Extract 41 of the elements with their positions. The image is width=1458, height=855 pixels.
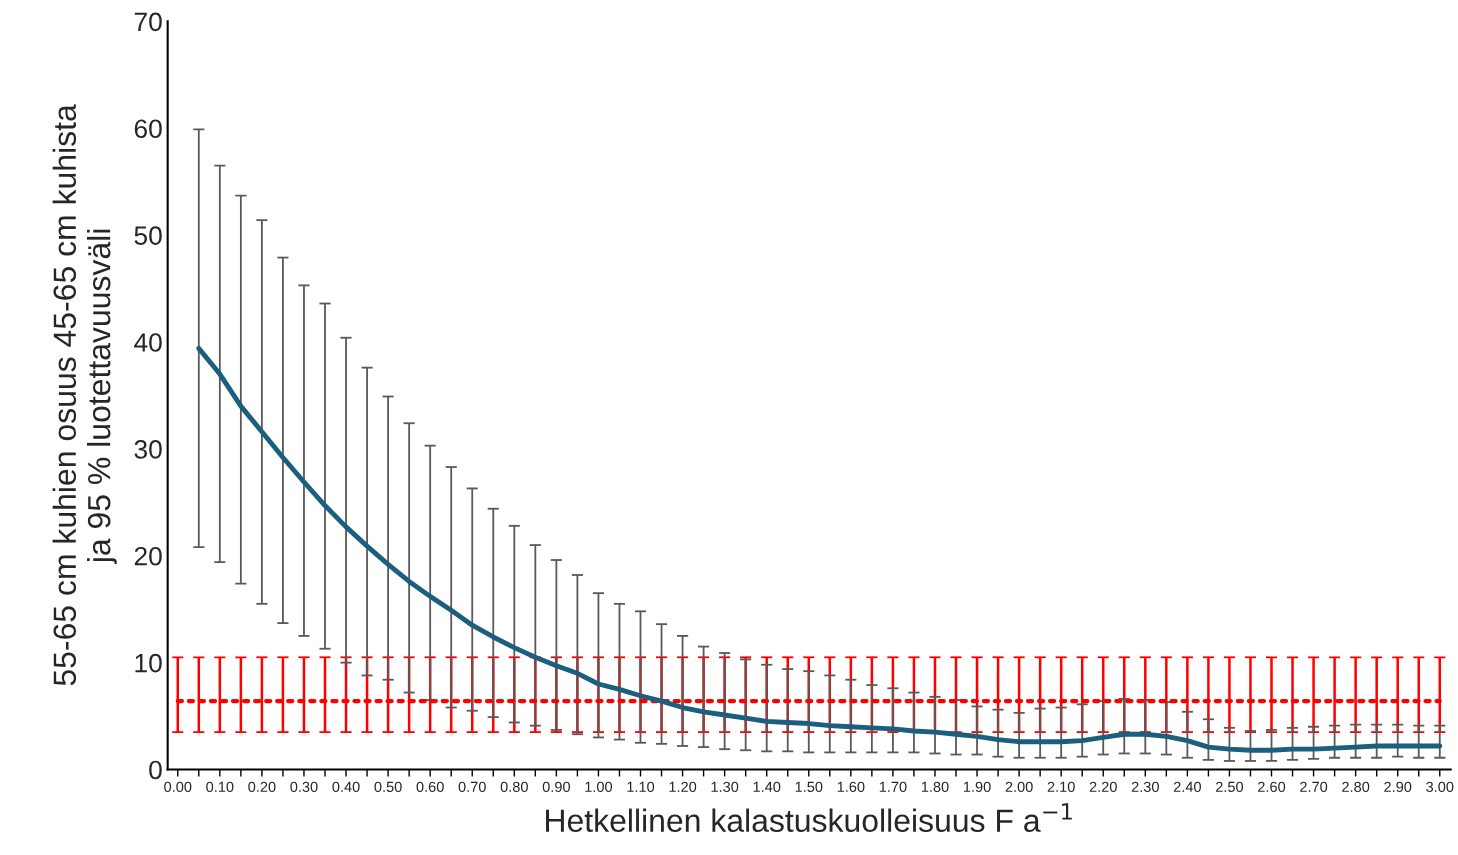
x-tick-label: 0.30: [290, 781, 318, 793]
x-tick-label: 0.60: [416, 781, 444, 793]
x-tick-label: 2.10: [1047, 781, 1075, 793]
x-tick-label: 0.40: [332, 781, 360, 793]
x-tick-label: 2.50: [1215, 781, 1244, 793]
x-tick-label: 2.70: [1300, 781, 1328, 793]
x-tick-label: 1.50: [795, 781, 823, 793]
y-tick-label: 40: [134, 333, 162, 352]
x-tick-label: 0.50: [374, 781, 402, 793]
x-tick-label: 1.00: [585, 781, 613, 793]
x-axis-title: Hetkellinen kalastuskuolleisuus F a$^{−1}$: [546, 803, 1072, 833]
x-tick-label: 2.00: [1005, 781, 1033, 793]
y-axis-title: 55-65 cm kuhien osuus 45-65 cm kuhista ja 95 % luotettavuusväli: [52, 104, 117, 686]
x-tick-label: 1.80: [921, 781, 949, 793]
y-tick-label: 50: [134, 226, 162, 245]
x-tick-label: 1.20: [669, 781, 697, 793]
y-tick-label: 10: [135, 653, 162, 673]
y-tick-label: 60: [134, 119, 162, 139]
x-tick-label: 0.90: [542, 781, 570, 793]
x-tick-label: 1.30: [711, 781, 739, 793]
y-tick-label: 70: [134, 12, 162, 32]
x-tick-label: 2.60: [1258, 781, 1286, 793]
x-tick-label: 2.20: [1089, 781, 1117, 793]
x-tick-label: 3.00: [1426, 781, 1454, 793]
x-tick-label: 0.70: [458, 781, 486, 793]
x-tick-label: 1.40: [753, 781, 781, 793]
x-tick-label: 2.80: [1342, 781, 1370, 793]
x-tick-label: 1.70: [879, 781, 907, 793]
x-tick-label: 0.00: [164, 781, 192, 793]
x-tick-label: 1.90: [963, 781, 991, 793]
x-tick-label: 1.60: [837, 781, 865, 793]
y-tick-label: 20: [134, 546, 162, 566]
x-tick-label: 1.10: [627, 781, 655, 793]
x-tick-label: 2.40: [1173, 781, 1201, 793]
y-tick-label: 30: [134, 440, 162, 459]
x-tick-label: 0.20: [248, 781, 276, 793]
x-tick-label: 0.80: [500, 781, 528, 793]
x-tick-label: 0.10: [206, 781, 234, 793]
x-tick-label: 2.30: [1131, 781, 1159, 793]
x-tick-label: 2.90: [1384, 781, 1412, 793]
y-tick-label: 0: [149, 760, 162, 780]
